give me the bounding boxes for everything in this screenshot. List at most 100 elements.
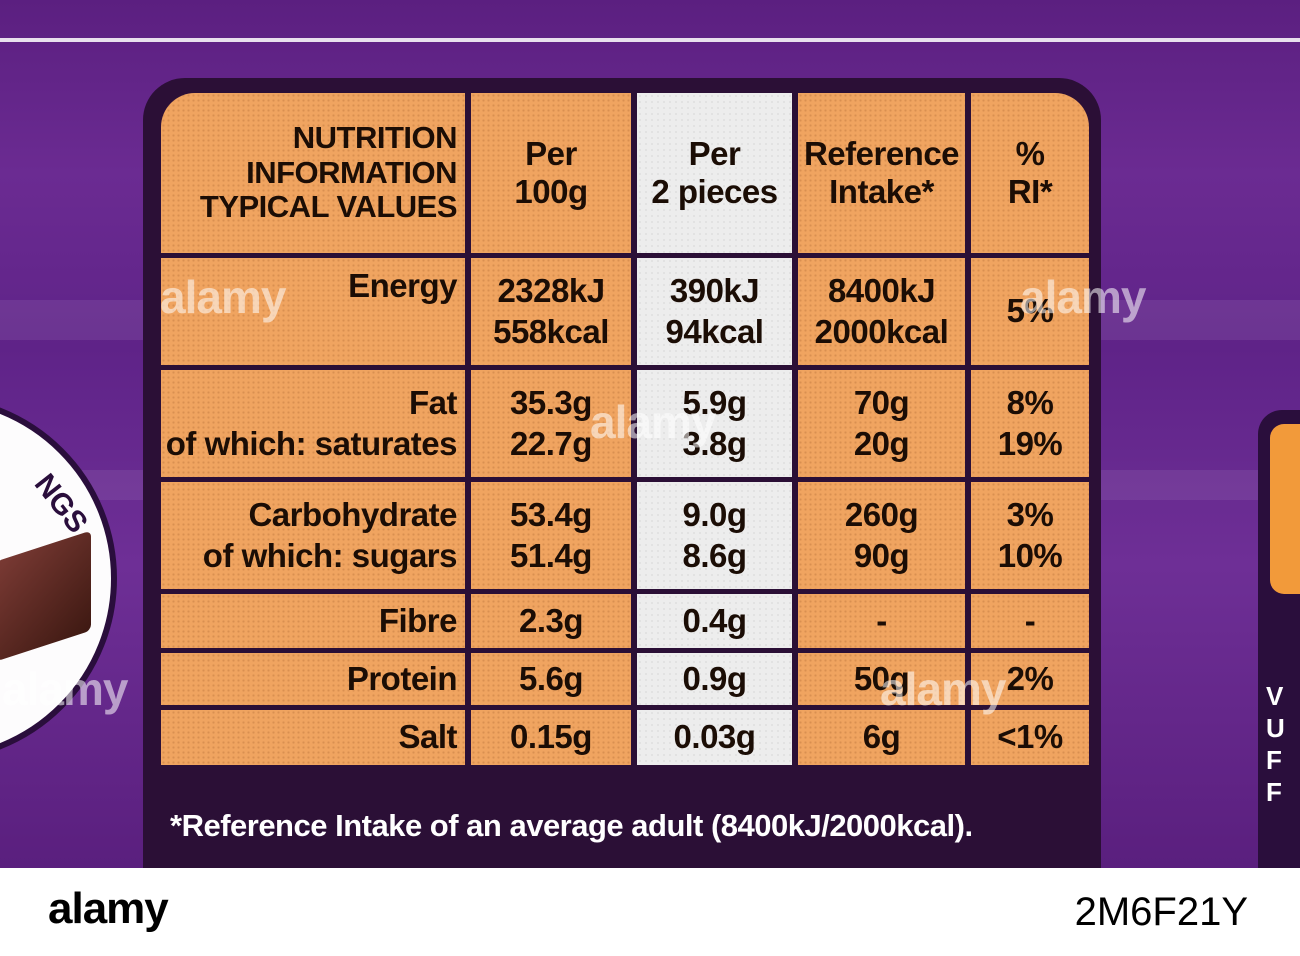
cell-line: 22.7g (510, 424, 592, 462)
row-label: Fat of which: saturates (161, 370, 465, 477)
header-label-cell: NUTRITION INFORMATION TYPICAL VALUES (161, 93, 465, 253)
right-badge-letter: F (1266, 777, 1282, 807)
cell-line: 0.03g (673, 718, 756, 756)
cell-line: 53.4g (510, 495, 592, 533)
row-label-line: Carbohydrate (248, 495, 457, 533)
cell-line: 8.6g (682, 536, 747, 574)
cell-percent-ri: 8% 19% (971, 370, 1089, 477)
table-row-protein: Protein 5.6g 0.9g 50g 2% (161, 653, 1089, 705)
header-per-100g: Per 100g (471, 93, 631, 253)
table-header-row: NUTRITION INFORMATION TYPICAL VALUES Per… (161, 93, 1089, 253)
cell-per-100g: 2328kJ 558kcal (471, 258, 631, 365)
cell-per-2-pieces: 5.9g 3.8g (637, 370, 792, 477)
chocolate-chunk-illustration (0, 530, 91, 662)
header-line: Per (688, 135, 741, 173)
row-label: Energy (161, 258, 465, 365)
table-row-fibre: Fibre 2.3g 0.4g - - (161, 594, 1089, 648)
cell-percent-ri: 3% 10% (971, 482, 1089, 589)
row-label-line: Fibre (378, 601, 458, 639)
cell-percent-ri: - (971, 594, 1089, 648)
row-label-line: of which: saturates (165, 424, 458, 462)
cell-line: 3% (1006, 495, 1054, 533)
header-line: Intake* (829, 173, 934, 210)
cell-reference-intake: 8400kJ 2000kcal (798, 258, 965, 365)
cell-line: 10% (997, 536, 1063, 574)
cell-line: 70g (853, 383, 910, 421)
header-percent-ri: % RI* (971, 93, 1089, 253)
row-label-line: Salt (398, 718, 457, 756)
table-row-carbohydrate: Carbohydrate of which: sugars 53.4g 51.4g … (161, 482, 1089, 589)
watermark-text: alamy (160, 271, 286, 323)
cell-reference-intake: 50g (798, 653, 965, 705)
cell-line: 2% (1006, 659, 1054, 697)
row-label-line: Fat (409, 383, 458, 421)
cell-line: 50g (853, 659, 910, 697)
cell-per-2-pieces: 9.0g 8.6g (637, 482, 792, 589)
header-label-line: INFORMATION (246, 154, 457, 190)
cell-per-2-pieces: 390kJ 94kcal (637, 258, 792, 365)
row-label-line: of which: sugars (202, 536, 458, 574)
header-label-line: NUTRITION (292, 119, 458, 155)
nutrition-table: NUTRITION INFORMATION TYPICAL VALUES Per… (155, 88, 1095, 770)
cell-line: 2.3g (518, 601, 584, 639)
header-per-2-pieces: Per 2 pieces (637, 93, 792, 253)
table-row-salt: Salt 0.15g 0.03g 6g <1% (161, 710, 1089, 765)
decorative-stripe (0, 38, 1300, 70)
table-row-energy: Energy 2328kJ 558kcal 390kJ 94kcal 8400kJ 2… (161, 258, 1089, 365)
header-line: Reference (803, 135, 960, 173)
cell-line: 90g (853, 536, 910, 574)
cell-reference-intake: 260g 90g (798, 482, 965, 589)
badge-left-text: NGS (27, 467, 94, 540)
cell-percent-ri: <1% (971, 710, 1089, 765)
cell-line: - (1024, 601, 1036, 639)
cell-line: 3.8g (682, 424, 747, 462)
cell-line: 5.9g (682, 383, 747, 421)
cell-line: 390kJ (669, 271, 760, 309)
right-badge-letters: V U F F (1266, 680, 1285, 808)
cell-line: 51.4g (510, 536, 592, 574)
cell-reference-intake: - (798, 594, 965, 648)
cell-per-100g: 5.6g (471, 653, 631, 705)
cell-line: 2328kJ (497, 271, 605, 309)
cell-line: 20g (853, 424, 910, 462)
cell-line: 6g (862, 718, 901, 756)
cell-per-2-pieces: 0.4g (637, 594, 792, 648)
header-line: 2 pieces (651, 173, 778, 210)
cell-line: 0.15g (510, 718, 592, 756)
cell-line: 9.0g (682, 495, 747, 533)
cell-line: 8400kJ (827, 271, 936, 309)
cell-line: 19% (997, 424, 1063, 462)
watermark-text: alamy (2, 663, 128, 715)
image-id: 2M6F21Y (1074, 890, 1248, 934)
cell-percent-ri: 2% (971, 653, 1089, 705)
right-badge-letter: U (1266, 713, 1285, 743)
watermark-text: alamy (590, 396, 716, 448)
cell-per-100g: 35.3g 22.7g (471, 370, 631, 477)
cell-reference-intake: 70g 20g (798, 370, 965, 477)
row-label: Salt (161, 710, 465, 765)
cell-per-2-pieces: 0.9g (637, 653, 792, 705)
right-badge-letter: V (1266, 681, 1284, 711)
cell-percent-ri: 5% (971, 258, 1089, 365)
right-badge-letter: F (1266, 745, 1282, 775)
cell-line: 94kcal (665, 312, 764, 350)
reference-intake-footnote: *Reference Intake of an average adult (8… (170, 808, 973, 843)
cell-line: 2000kcal (814, 312, 949, 350)
cell-per-100g: 0.15g (471, 710, 631, 765)
cell-line: 5% (1006, 292, 1054, 330)
watermark-text: alamy (880, 663, 1006, 715)
cell-reference-intake: 6g (798, 710, 965, 765)
cell-line: 0.4g (682, 601, 747, 639)
cell-line: 558kcal (493, 312, 609, 350)
row-label: Fibre (161, 594, 465, 648)
right-badge-orange-panel (1270, 424, 1300, 594)
cell-line: 5.6g (518, 659, 584, 697)
cell-line: 0.9g (682, 659, 747, 697)
cell-per-100g: 2.3g (471, 594, 631, 648)
cell-per-100g: 53.4g 51.4g (471, 482, 631, 589)
table-row-fat: Fat of which: saturates 35.3g 22.7g 5.9g 3.… (161, 370, 1089, 477)
cell-line: 35.3g (510, 383, 592, 421)
row-label: Protein (161, 653, 465, 705)
row-label-line: Protein (346, 659, 458, 697)
alamy-logo: alamy (48, 884, 169, 933)
